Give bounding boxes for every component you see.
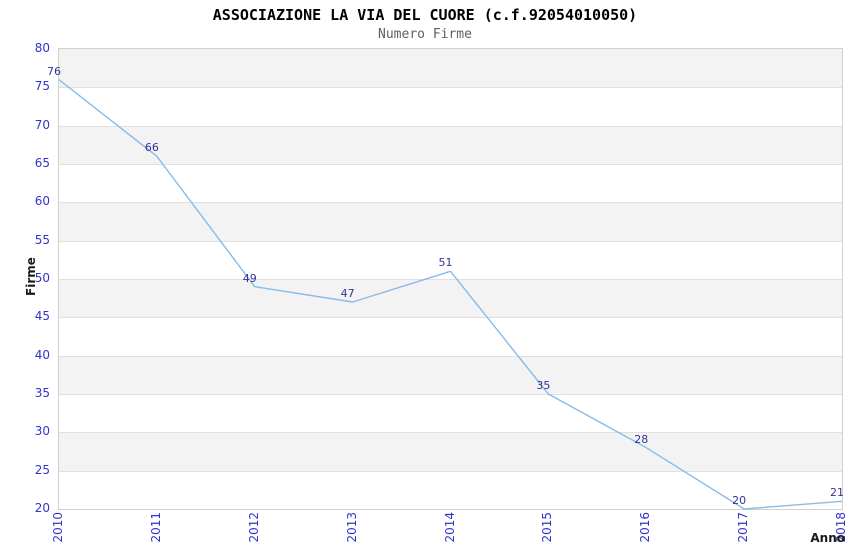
plot-band bbox=[59, 470, 842, 509]
y-tick-label: 30 bbox=[34, 424, 50, 439]
data-label: 51 bbox=[438, 256, 453, 270]
x-tick-label: 2013 bbox=[345, 512, 359, 546]
y-tick-label: 40 bbox=[34, 347, 50, 362]
x-tick-label-text: 2016 bbox=[638, 512, 653, 543]
gridline bbox=[59, 470, 842, 472]
x-tick-label: 2012 bbox=[247, 512, 261, 546]
data-label: 47 bbox=[340, 287, 355, 300]
x-tick-label: 2017 bbox=[736, 512, 750, 546]
x-axis: 2010 2011 2012 2013 2014 2015 2016 2017 2018 bbox=[51, 512, 848, 550]
x-tick-label-text: 2014 bbox=[442, 512, 457, 543]
y-tick-label: 55 bbox=[34, 232, 50, 247]
y-tick-label: 70 bbox=[34, 117, 50, 132]
line-series bbox=[58, 79, 843, 510]
gridline bbox=[59, 164, 842, 165]
plot-band bbox=[59, 49, 842, 88]
gridline bbox=[59, 202, 842, 204]
chart-subtitle: Numero Firme bbox=[378, 27, 472, 42]
data-label: 28 bbox=[634, 432, 649, 446]
x-tick-label-text: 2011 bbox=[148, 512, 163, 543]
chart-title: ASSOCIAZIONE LA VIA DEL CUORE (c.f.92054… bbox=[212, 6, 638, 24]
data-label: 21 bbox=[830, 486, 844, 500]
plot-band bbox=[59, 432, 842, 471]
plot-band bbox=[59, 355, 842, 394]
data-label: 35 bbox=[536, 379, 551, 392]
y-axis: 20 25 30 35 40 45 50 55 60 65 70 75 80 bbox=[10, 41, 56, 515]
y-tick-label: 50 bbox=[34, 271, 50, 285]
plot-band bbox=[59, 125, 842, 164]
gridline bbox=[59, 317, 842, 319]
data-label: 76 bbox=[47, 64, 61, 78]
y-tick-label: 35 bbox=[34, 386, 50, 400]
gridline bbox=[59, 394, 842, 395]
x-axis-label: Anno bbox=[810, 531, 845, 545]
plot-band bbox=[59, 279, 842, 318]
data-label: 49 bbox=[242, 271, 257, 285]
y-tick-label: 65 bbox=[34, 156, 50, 170]
y-tick-label: 45 bbox=[34, 309, 50, 324]
gridline bbox=[59, 125, 842, 127]
plot-area: 76 66 49 47 51 35 28 20 21 bbox=[47, 48, 844, 510]
gridline bbox=[59, 355, 842, 357]
plot-band bbox=[59, 164, 842, 203]
gridline bbox=[59, 240, 842, 242]
plot-band bbox=[59, 317, 842, 356]
plot-band bbox=[59, 394, 842, 433]
x-tick-label-text: 2015 bbox=[540, 512, 555, 543]
plot-band bbox=[59, 87, 842, 126]
data-label: 66 bbox=[144, 141, 159, 155]
y-tick-label: 75 bbox=[34, 79, 50, 94]
x-tick-label: 2011 bbox=[149, 512, 163, 546]
x-tick-label: 2014 bbox=[443, 512, 457, 546]
y-tick-label: 80 bbox=[34, 41, 50, 55]
data-label: 20 bbox=[732, 494, 747, 507]
gridline bbox=[59, 432, 842, 434]
x-tick-label: 2010 bbox=[51, 512, 65, 546]
x-tick-label-text: 2010 bbox=[51, 512, 65, 543]
y-tick-label: 60 bbox=[34, 194, 50, 209]
gridline bbox=[59, 279, 842, 280]
x-tick-label-text: 2013 bbox=[344, 512, 359, 543]
x-tick-label: 2015 bbox=[540, 512, 554, 546]
plot-band bbox=[59, 240, 842, 279]
x-tick-label: 2016 bbox=[638, 512, 652, 546]
y-tick-label: 25 bbox=[34, 462, 50, 477]
x-tick-label-text: 2017 bbox=[736, 512, 751, 543]
plot-band bbox=[59, 202, 842, 241]
x-tick-label-text: 2012 bbox=[246, 512, 261, 543]
gridline bbox=[59, 87, 842, 89]
y-tick-label: 20 bbox=[34, 501, 50, 515]
